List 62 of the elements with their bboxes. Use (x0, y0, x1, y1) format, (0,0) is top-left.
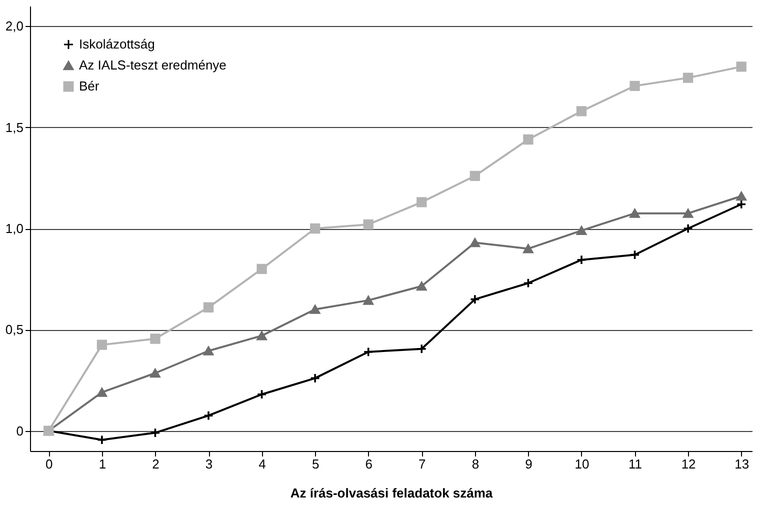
point (150, 428, 160, 438)
point (203, 302, 214, 312)
point (576, 254, 587, 265)
y-tick-label: 1,5 (5, 120, 24, 135)
x-tick-label: 5 (312, 456, 320, 472)
x-tick-label: 7 (418, 456, 426, 472)
x-tick-label: 6 (365, 456, 372, 472)
x-tick-label: 8 (472, 456, 480, 472)
point (470, 294, 480, 304)
x-tick-label: 4 (258, 456, 266, 472)
point (576, 226, 587, 236)
point (203, 410, 214, 421)
point (682, 208, 694, 218)
point (256, 264, 267, 274)
point (416, 197, 427, 208)
x-tick-label: 3 (205, 456, 213, 472)
legend-label: Bér (79, 78, 100, 94)
point (576, 106, 587, 116)
point (470, 170, 480, 181)
y-tick-label: 0 (16, 423, 24, 438)
legend-label: Az IALS-teszt eredménye (79, 58, 226, 72)
point (310, 304, 320, 314)
legend-label: Iskolázottság (79, 36, 155, 52)
point (682, 223, 694, 234)
x-tick-label: 1 (98, 456, 106, 472)
point (523, 244, 534, 254)
x-axis-title: Az írás-olvasási feladatok száma (290, 486, 494, 500)
point (150, 368, 160, 378)
x-tick-label: 10 (574, 456, 590, 472)
point (416, 344, 427, 354)
x-tick-label: 11 (628, 456, 642, 472)
point (523, 278, 534, 288)
point (523, 134, 534, 145)
point (256, 389, 267, 400)
point (363, 219, 374, 230)
point (682, 72, 694, 83)
x-tick-label: 9 (525, 456, 532, 472)
point (310, 373, 320, 384)
point (310, 223, 320, 234)
point (96, 434, 108, 445)
y-tick-label: 1,0 (5, 221, 24, 236)
point (150, 334, 160, 344)
point (256, 331, 267, 340)
point (736, 199, 746, 210)
point (363, 296, 374, 305)
point (96, 340, 108, 350)
y-tick-label: 2,0 (5, 18, 24, 34)
point (630, 80, 640, 91)
point (96, 388, 108, 397)
point (630, 208, 640, 218)
point (630, 250, 640, 260)
x-tick-label: 13 (734, 456, 750, 472)
point (736, 192, 746, 201)
x-tick-label: 12 (681, 456, 696, 472)
point (363, 346, 374, 357)
x-tick-label: 0 (46, 456, 53, 472)
point (416, 282, 427, 291)
point (203, 346, 214, 356)
point (736, 62, 746, 72)
y-tick-label: 0,5 (5, 322, 24, 338)
x-tick-label: 2 (152, 456, 160, 472)
point (470, 238, 480, 248)
